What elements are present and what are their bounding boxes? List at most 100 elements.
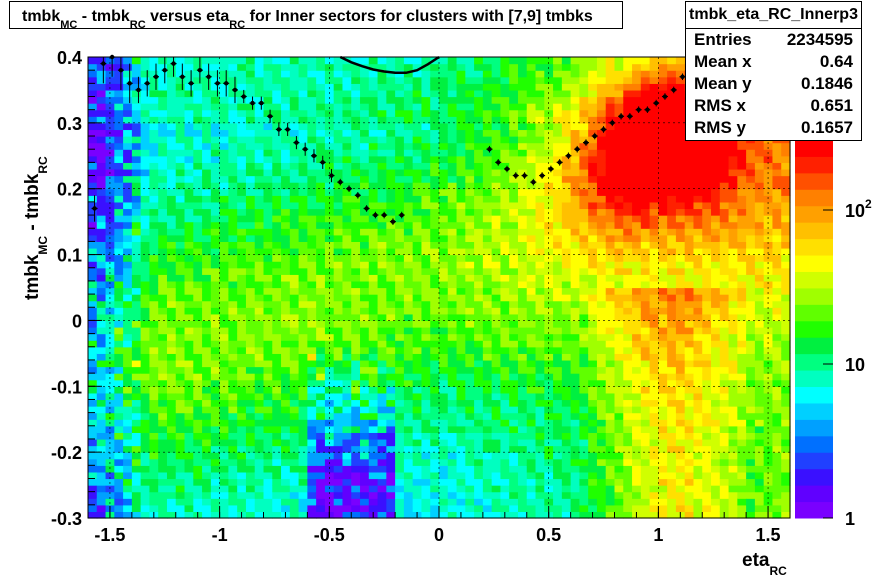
heatmap-cell	[421, 149, 431, 157]
heatmap-cell	[570, 188, 580, 196]
heatmap-cell	[482, 333, 493, 341]
heatmap-cell	[667, 96, 677, 104]
heatmap-cell	[88, 465, 98, 473]
heatmap-cell	[430, 155, 440, 163]
heatmap-cell	[465, 254, 475, 262]
heatmap-cell	[123, 491, 133, 499]
heatmap-cell	[658, 406, 668, 414]
heatmap-cell	[439, 241, 449, 249]
heatmap-cell	[377, 208, 387, 216]
heatmap-cell	[166, 346, 177, 354]
heatmap-cell	[482, 458, 493, 466]
heatmap-cell	[553, 234, 563, 242]
heatmap-cell	[579, 471, 589, 480]
heatmap-cell	[640, 122, 651, 131]
heatmap-cell	[491, 182, 502, 190]
heatmap-cell	[544, 267, 554, 275]
heatmap-cell	[281, 465, 291, 473]
heatmap-cell	[245, 221, 256, 229]
heatmap-cell	[421, 155, 431, 163]
heatmap-cell	[439, 300, 449, 308]
heatmap-cell	[131, 294, 142, 302]
heatmap-cell	[289, 103, 300, 111]
heatmap-cell	[263, 136, 273, 144]
heatmap-cell	[105, 228, 115, 236]
heatmap-cell	[368, 425, 379, 433]
heatmap-cell	[175, 96, 186, 104]
heatmap-cell	[474, 267, 484, 275]
heatmap-cell	[123, 399, 133, 407]
heatmap-cell	[535, 294, 545, 302]
heatmap-cell	[456, 188, 466, 196]
heatmap-cell	[149, 452, 159, 460]
heatmap-cell	[307, 89, 317, 98]
heatmap-cell	[570, 221, 580, 229]
heatmap-cell	[377, 294, 387, 302]
heatmap-cell	[439, 254, 449, 262]
heatmap-cell	[702, 228, 712, 236]
heatmap-cell	[166, 412, 177, 420]
heatmap-cell	[500, 287, 510, 295]
heatmap-cell	[474, 346, 484, 354]
heatmap-cell	[509, 208, 519, 216]
heatmap-cell	[263, 471, 273, 480]
heatmap-cell	[298, 425, 308, 433]
heatmap-cell	[439, 109, 449, 117]
heatmap-cell	[272, 241, 282, 249]
heatmap-cell	[447, 215, 458, 223]
heatmap-cell	[605, 353, 616, 361]
heatmap-cell	[114, 83, 124, 91]
heatmap-cell	[193, 287, 203, 295]
heatmap-cell	[131, 471, 142, 480]
heatmap-cell	[403, 83, 414, 91]
heatmap-cell	[333, 208, 344, 216]
heatmap-cell	[474, 511, 484, 519]
heatmap-cell	[474, 353, 484, 361]
heatmap-cell	[210, 327, 221, 335]
heatmap-cell	[158, 412, 168, 420]
heatmap-cell	[166, 320, 177, 328]
heatmap-cell	[202, 122, 212, 131]
heatmap-cell	[272, 57, 282, 65]
heatmap-cell	[579, 491, 589, 499]
heatmap-cell	[123, 122, 133, 131]
heatmap-cell	[465, 280, 475, 289]
heatmap-cell	[324, 136, 335, 144]
heatmap-cell	[175, 76, 186, 84]
heatmap-cell	[123, 504, 133, 513]
heatmap-cell	[140, 300, 151, 308]
heatmap-cell	[298, 399, 308, 407]
heatmap-cell	[517, 149, 528, 157]
heatmap-cell	[96, 109, 107, 117]
heatmap-cell	[667, 313, 677, 322]
heatmap-cell	[509, 346, 519, 354]
heatmap-cell	[307, 478, 317, 486]
heatmap-cell	[360, 116, 370, 124]
heatmap-cell	[272, 465, 282, 473]
heatmap-cell	[245, 280, 256, 289]
heatmap-cell	[368, 280, 379, 289]
heatmap-cell	[333, 142, 344, 150]
heatmap-cell	[324, 267, 335, 275]
heatmap-cell	[307, 287, 317, 295]
heatmap-cell	[544, 412, 554, 420]
heatmap-cell	[447, 406, 458, 414]
heatmap-cell	[342, 379, 352, 387]
heatmap-cell	[684, 379, 695, 387]
heatmap-cell	[219, 109, 229, 117]
heatmap-cell	[500, 504, 510, 513]
heatmap-cell	[342, 359, 352, 368]
heatmap-cell	[254, 63, 265, 71]
heatmap-cell	[535, 241, 545, 249]
heatmap-cell	[272, 340, 282, 348]
heatmap-cell	[202, 221, 212, 229]
heatmap-cell	[245, 452, 256, 460]
heatmap-cell	[553, 175, 563, 183]
heatmap-cell	[403, 366, 414, 374]
heatmap-cell	[333, 406, 344, 414]
heatmap-cell	[131, 155, 142, 163]
heatmap-cell	[588, 287, 598, 295]
heatmap-cell	[307, 504, 317, 513]
heatmap-cell	[553, 471, 563, 480]
heatmap-cell	[588, 162, 598, 170]
